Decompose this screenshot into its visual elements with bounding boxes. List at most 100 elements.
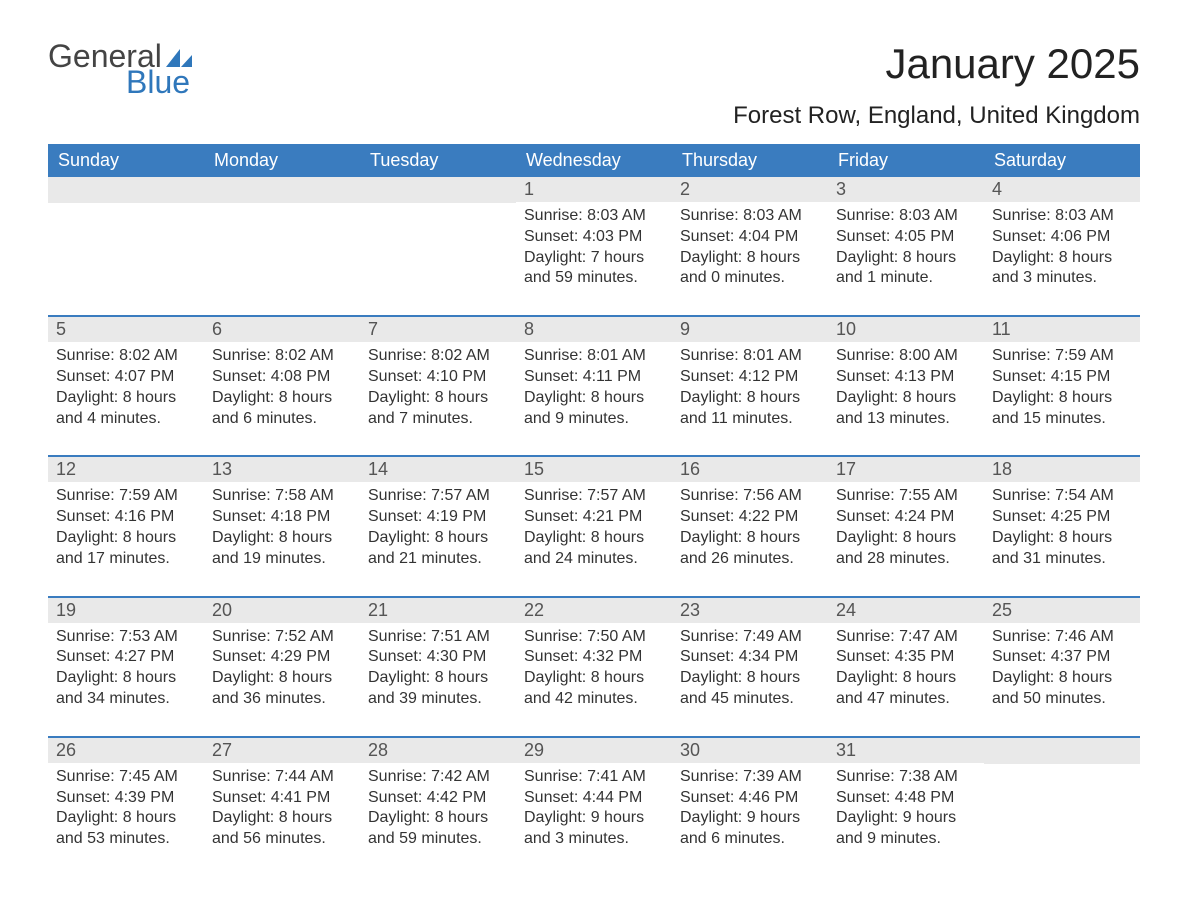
daylight-line1: Daylight: 8 hours	[992, 388, 1132, 409]
daylight-line2: and 21 minutes.	[368, 549, 508, 570]
day-cell	[204, 177, 360, 297]
day-cell: 12Sunrise: 7:59 AMSunset: 4:16 PMDayligh…	[48, 457, 204, 577]
sunrise-text: Sunrise: 8:03 AM	[992, 206, 1132, 227]
day-cell	[984, 738, 1140, 858]
sunset-text: Sunset: 4:10 PM	[368, 367, 508, 388]
sunset-text: Sunset: 4:22 PM	[680, 507, 820, 528]
day-data: Sunrise: 7:49 AMSunset: 4:34 PMDaylight:…	[672, 623, 828, 718]
day-cell: 25Sunrise: 7:46 AMSunset: 4:37 PMDayligh…	[984, 598, 1140, 718]
sunset-text: Sunset: 4:41 PM	[212, 788, 352, 809]
day-data: Sunrise: 8:01 AMSunset: 4:12 PMDaylight:…	[672, 342, 828, 437]
day-number: 10	[828, 317, 984, 342]
day-cell: 27Sunrise: 7:44 AMSunset: 4:41 PMDayligh…	[204, 738, 360, 858]
sunset-text: Sunset: 4:19 PM	[368, 507, 508, 528]
daylight-line1: Daylight: 8 hours	[680, 248, 820, 269]
day-data: Sunrise: 8:02 AMSunset: 4:10 PMDaylight:…	[360, 342, 516, 437]
logo: General Blue	[48, 40, 192, 98]
daylight-line1: Daylight: 9 hours	[836, 808, 976, 829]
day-number: 18	[984, 457, 1140, 482]
day-header: Monday	[204, 144, 360, 177]
daylight-line2: and 3 minutes.	[524, 829, 664, 850]
sunset-text: Sunset: 4:27 PM	[56, 647, 196, 668]
day-cell: 18Sunrise: 7:54 AMSunset: 4:25 PMDayligh…	[984, 457, 1140, 577]
day-cell: 14Sunrise: 7:57 AMSunset: 4:19 PMDayligh…	[360, 457, 516, 577]
sunrise-text: Sunrise: 8:01 AM	[680, 346, 820, 367]
day-cell: 24Sunrise: 7:47 AMSunset: 4:35 PMDayligh…	[828, 598, 984, 718]
daylight-line1: Daylight: 8 hours	[212, 528, 352, 549]
day-number: 16	[672, 457, 828, 482]
title-block: January 2025 Forest Row, England, United…	[733, 40, 1140, 130]
day-data: Sunrise: 7:41 AMSunset: 4:44 PMDaylight:…	[516, 763, 672, 858]
day-data: Sunrise: 7:58 AMSunset: 4:18 PMDaylight:…	[204, 482, 360, 577]
sunrise-text: Sunrise: 8:03 AM	[680, 206, 820, 227]
sunrise-text: Sunrise: 8:01 AM	[524, 346, 664, 367]
daylight-line1: Daylight: 8 hours	[212, 808, 352, 829]
sunrise-text: Sunrise: 7:57 AM	[368, 486, 508, 507]
sunset-text: Sunset: 4:03 PM	[524, 227, 664, 248]
day-data: Sunrise: 8:02 AMSunset: 4:08 PMDaylight:…	[204, 342, 360, 437]
sunset-text: Sunset: 4:48 PM	[836, 788, 976, 809]
day-data: Sunrise: 7:39 AMSunset: 4:46 PMDaylight:…	[672, 763, 828, 858]
daylight-line2: and 3 minutes.	[992, 268, 1132, 289]
sunrise-text: Sunrise: 7:46 AM	[992, 627, 1132, 648]
sunset-text: Sunset: 4:08 PM	[212, 367, 352, 388]
daylight-line2: and 6 minutes.	[212, 409, 352, 430]
daylight-line2: and 24 minutes.	[524, 549, 664, 570]
sunset-text: Sunset: 4:39 PM	[56, 788, 196, 809]
day-number-empty	[360, 177, 516, 203]
day-data: Sunrise: 8:01 AMSunset: 4:11 PMDaylight:…	[516, 342, 672, 437]
daylight-line1: Daylight: 8 hours	[56, 388, 196, 409]
daylight-line2: and 45 minutes.	[680, 689, 820, 710]
day-cell: 28Sunrise: 7:42 AMSunset: 4:42 PMDayligh…	[360, 738, 516, 858]
day-data: Sunrise: 7:59 AMSunset: 4:16 PMDaylight:…	[48, 482, 204, 577]
day-number: 15	[516, 457, 672, 482]
sunset-text: Sunset: 4:32 PM	[524, 647, 664, 668]
day-cell: 23Sunrise: 7:49 AMSunset: 4:34 PMDayligh…	[672, 598, 828, 718]
day-cell: 9Sunrise: 8:01 AMSunset: 4:12 PMDaylight…	[672, 317, 828, 437]
day-cell: 10Sunrise: 8:00 AMSunset: 4:13 PMDayligh…	[828, 317, 984, 437]
day-data: Sunrise: 7:55 AMSunset: 4:24 PMDaylight:…	[828, 482, 984, 577]
daylight-line1: Daylight: 8 hours	[212, 388, 352, 409]
daylight-line2: and 7 minutes.	[368, 409, 508, 430]
day-data: Sunrise: 8:00 AMSunset: 4:13 PMDaylight:…	[828, 342, 984, 437]
week-row: 12Sunrise: 7:59 AMSunset: 4:16 PMDayligh…	[48, 455, 1140, 577]
day-header: Tuesday	[360, 144, 516, 177]
week-row: 1Sunrise: 8:03 AMSunset: 4:03 PMDaylight…	[48, 177, 1140, 297]
day-data: Sunrise: 7:57 AMSunset: 4:21 PMDaylight:…	[516, 482, 672, 577]
day-header: Friday	[828, 144, 984, 177]
daylight-line2: and 9 minutes.	[524, 409, 664, 430]
sunrise-text: Sunrise: 7:53 AM	[56, 627, 196, 648]
day-cell: 4Sunrise: 8:03 AMSunset: 4:06 PMDaylight…	[984, 177, 1140, 297]
calendar: Sunday Monday Tuesday Wednesday Thursday…	[48, 144, 1140, 858]
daylight-line1: Daylight: 8 hours	[836, 388, 976, 409]
day-cell: 29Sunrise: 7:41 AMSunset: 4:44 PMDayligh…	[516, 738, 672, 858]
daylight-line1: Daylight: 8 hours	[56, 808, 196, 829]
sunrise-text: Sunrise: 7:56 AM	[680, 486, 820, 507]
day-number: 7	[360, 317, 516, 342]
sunset-text: Sunset: 4:06 PM	[992, 227, 1132, 248]
daylight-line2: and 50 minutes.	[992, 689, 1132, 710]
daylight-line1: Daylight: 8 hours	[992, 528, 1132, 549]
day-cell: 30Sunrise: 7:39 AMSunset: 4:46 PMDayligh…	[672, 738, 828, 858]
daylight-line2: and 4 minutes.	[56, 409, 196, 430]
day-cell: 22Sunrise: 7:50 AMSunset: 4:32 PMDayligh…	[516, 598, 672, 718]
sunset-text: Sunset: 4:29 PM	[212, 647, 352, 668]
daylight-line1: Daylight: 8 hours	[212, 668, 352, 689]
daylight-line1: Daylight: 8 hours	[680, 388, 820, 409]
daylight-line2: and 36 minutes.	[212, 689, 352, 710]
sunrise-text: Sunrise: 7:49 AM	[680, 627, 820, 648]
day-number: 14	[360, 457, 516, 482]
daylight-line1: Daylight: 8 hours	[368, 668, 508, 689]
day-cell: 6Sunrise: 8:02 AMSunset: 4:08 PMDaylight…	[204, 317, 360, 437]
day-data: Sunrise: 8:03 AMSunset: 4:05 PMDaylight:…	[828, 202, 984, 297]
day-data: Sunrise: 7:57 AMSunset: 4:19 PMDaylight:…	[360, 482, 516, 577]
day-number: 11	[984, 317, 1140, 342]
day-number: 12	[48, 457, 204, 482]
day-number: 24	[828, 598, 984, 623]
day-cell: 16Sunrise: 7:56 AMSunset: 4:22 PMDayligh…	[672, 457, 828, 577]
day-number: 21	[360, 598, 516, 623]
sunrise-text: Sunrise: 7:55 AM	[836, 486, 976, 507]
sunset-text: Sunset: 4:05 PM	[836, 227, 976, 248]
day-data: Sunrise: 7:51 AMSunset: 4:30 PMDaylight:…	[360, 623, 516, 718]
daylight-line2: and 34 minutes.	[56, 689, 196, 710]
